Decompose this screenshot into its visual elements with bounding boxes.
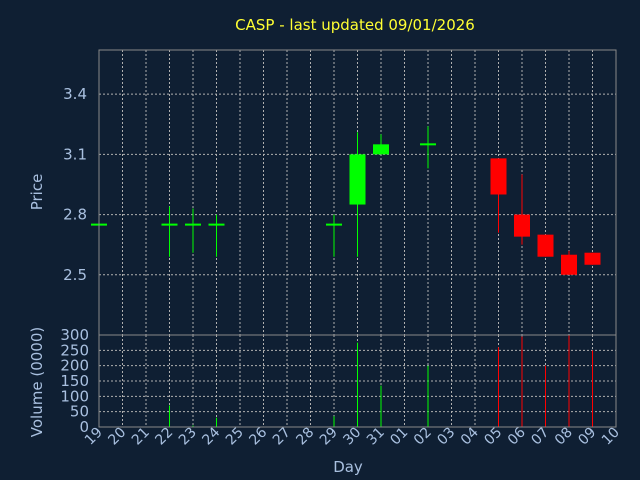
x-axis-label: Day: [333, 458, 363, 476]
volume-bars-layer: [169, 335, 593, 427]
candle-body: [537, 234, 554, 257]
x-tick-label: 10: [599, 425, 623, 449]
x-tick-label: 02: [411, 425, 435, 449]
x-tick-label: 31: [364, 425, 388, 449]
candle-body: [490, 158, 507, 195]
price-gridlines: [98, 50, 617, 335]
candle-body: [373, 144, 389, 155]
x-tick-label: 30: [340, 425, 364, 449]
volume-axis-label: Volume (0000): [28, 327, 46, 437]
x-tick-label: 20: [105, 425, 129, 449]
chart-title: CASP - last updated 09/01/2026: [235, 16, 475, 34]
candle-body: [561, 254, 577, 275]
volume-tick-label: 300: [60, 326, 89, 344]
x-tick-label: 23: [176, 425, 200, 449]
price-tick-label: 2.5: [63, 266, 87, 284]
price-axis-label: Price: [28, 174, 46, 211]
x-tick-label: 26: [246, 424, 270, 448]
x-tick-label: 27: [270, 425, 294, 449]
price-tick-label: 3.1: [63, 145, 87, 163]
candle-body: [514, 214, 530, 237]
x-tick-label: 08: [552, 425, 576, 449]
x-tick-label: 07: [528, 425, 552, 449]
x-tick-label: 04: [458, 424, 482, 448]
x-tick-label: 25: [223, 425, 247, 449]
price-tick-label: 3.4: [63, 85, 87, 103]
x-tick-label: 01: [387, 425, 411, 449]
price-tick-label: 2.8: [63, 206, 87, 224]
volume-tick-label: 0: [79, 418, 89, 436]
x-tick-label: 06: [505, 424, 529, 448]
volume-tick-label: 200: [60, 357, 89, 375]
x-tick-label: 28: [293, 425, 317, 449]
x-tick-label: 05: [481, 425, 505, 449]
candle-body: [584, 252, 601, 265]
volume-tick-label: 250: [60, 341, 89, 359]
volume-tick-label: 100: [60, 387, 89, 405]
x-tick-label: 09: [575, 425, 599, 449]
volume-tick-label: 50: [70, 403, 89, 421]
x-tick-label: 24: [199, 424, 223, 448]
x-tick-label: 22: [152, 425, 176, 449]
x-tick-label: 29: [317, 425, 341, 449]
volume-tick-label: 150: [60, 372, 89, 390]
candle-body: [349, 154, 366, 205]
candles-layer: [91, 126, 601, 275]
x-tick-label: 03: [434, 425, 458, 449]
x-tick-label: 21: [129, 425, 153, 449]
volume-panel-frame: [98, 334, 617, 428]
